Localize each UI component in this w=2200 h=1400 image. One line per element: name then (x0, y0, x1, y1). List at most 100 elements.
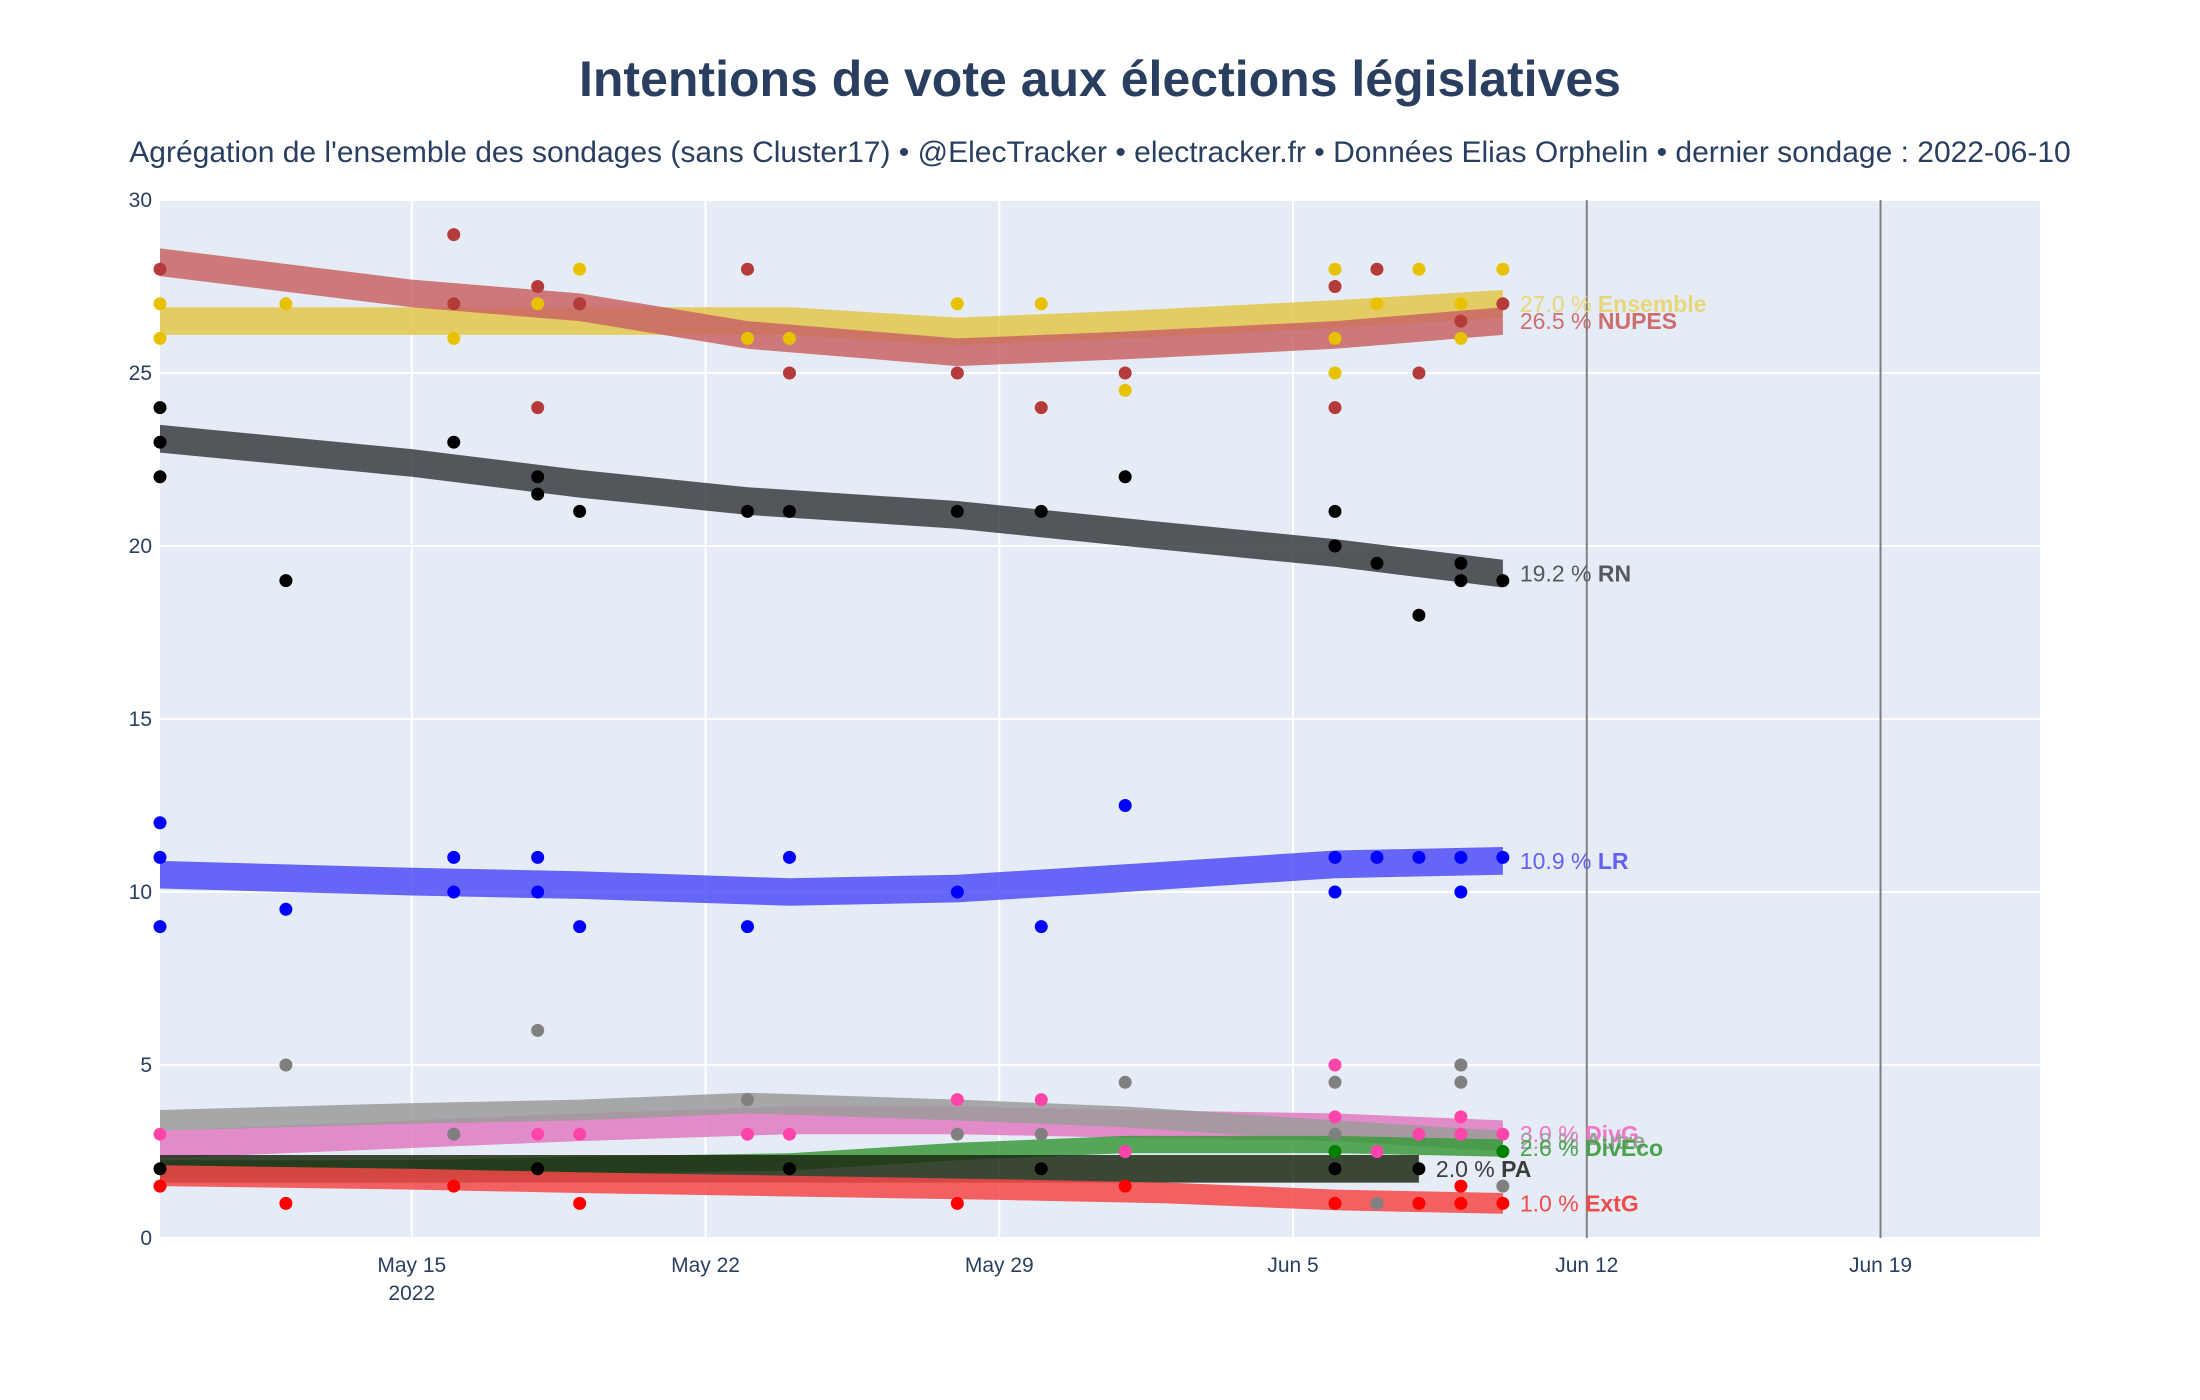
end-label-value: 10.9 % (1520, 848, 1598, 874)
poll-point-extg (1328, 1196, 1342, 1210)
poll-point-pa (1412, 1162, 1426, 1176)
poll-point-ensemble (782, 331, 796, 345)
y-tick-label: 10 (129, 881, 152, 904)
end-label-value: 19.2 % (1520, 561, 1598, 587)
poll-point-nupes (782, 366, 796, 380)
poll-point-ensemble (1496, 262, 1510, 276)
poll-point-ensemble (1328, 262, 1342, 276)
poll-point-autre (531, 1023, 545, 1037)
poll-point-ensemble (447, 331, 461, 345)
poll-point-autre (1034, 1127, 1048, 1141)
poll-point-ensemble (1454, 297, 1468, 311)
x-tick-label: May 29 (965, 1254, 1034, 1277)
poll-point-extg (1118, 1179, 1132, 1193)
trend-band-rn (160, 424, 1503, 588)
end-label-divgauche: 3.0 % DivG (1520, 1121, 1639, 1147)
poll-point-lr (447, 885, 461, 899)
poll-point-lr (531, 885, 545, 899)
poll-point-lr (1118, 799, 1132, 812)
x-tick-label: Jun 19 (1849, 1254, 1912, 1277)
poll-point-nupes (1496, 297, 1510, 311)
poll-point-divgauche (1328, 1058, 1342, 1072)
poll-point-autre (1370, 1196, 1384, 1210)
poll-point-divgauche (573, 1127, 587, 1141)
poll-point-pa (153, 1162, 167, 1176)
poll-point-autre (1454, 1058, 1468, 1072)
x-tick-label: Jun 5 (1267, 1254, 1318, 1277)
poll-point-divgauche (1034, 1093, 1048, 1107)
poll-point-diveco (1496, 1145, 1510, 1158)
poll-point-nupes (531, 280, 545, 293)
y-axis-ticks: 0 5 10 15 20 25 30 (129, 189, 152, 1250)
poll-point-rn (531, 470, 545, 484)
poll-point-pa (531, 1162, 545, 1176)
end-label-diveco: 2.6 % DivEco (1520, 1135, 1663, 1161)
poll-point-ensemble (950, 297, 964, 311)
poll-point-ensemble (153, 297, 167, 311)
trend-band-lr (160, 847, 1503, 906)
end-label-value: 1.0 % (1520, 1190, 1585, 1216)
poll-point-autre (1496, 1179, 1510, 1193)
x-tick-label: May 15 (377, 1254, 446, 1277)
poll-point-ensemble (741, 331, 754, 345)
poll-point-autre (950, 1127, 964, 1141)
poll-point-ensemble (1454, 331, 1468, 345)
y-tick-label: 5 (140, 1054, 152, 1077)
poll-point-divgauche (950, 1093, 964, 1107)
poll-point-divgauche (1328, 1110, 1342, 1124)
poll-point-rn (153, 470, 167, 484)
poll-point-nupes (531, 401, 545, 415)
poll-point-autre (1118, 1075, 1132, 1089)
poll-point-extg (447, 1179, 461, 1193)
x-tick-sublabel: 2022 (388, 1282, 435, 1305)
poll-point-lr (1034, 920, 1048, 934)
end-label-value: 2.8 % (1520, 1128, 1585, 1154)
poll-point-divgauche (531, 1127, 545, 1141)
poll-point-rn (1454, 556, 1468, 570)
poll-point-nupes (1454, 314, 1468, 328)
poll-point-extg (1454, 1179, 1468, 1193)
poll-point-lr (1370, 850, 1384, 864)
end-label-value: 27.0 % (1520, 291, 1598, 317)
poll-point-divgauche (741, 1127, 754, 1141)
poll-point-rn (1370, 556, 1384, 570)
poll-point-rn (279, 574, 293, 588)
poll-point-rn (782, 504, 796, 518)
end-label-rn: 19.2 % RN (1520, 561, 1631, 587)
poll-point-extg (1496, 1196, 1510, 1210)
poll-point-nupes (1118, 366, 1132, 380)
poll-point-autre (1328, 1075, 1342, 1089)
end-label-value: 2.6 % (1520, 1135, 1585, 1161)
poll-point-rn (1412, 608, 1426, 622)
x-axis-ticks: May 15 2022 May 22 May 29 Jun 5 Jun 12 Jun 19 (377, 1254, 1912, 1305)
poll-point-nupes (573, 297, 587, 311)
y-tick-label: 15 (129, 708, 152, 731)
poll-point-nupes (1034, 401, 1048, 415)
poll-point-rn (573, 504, 587, 518)
poll-points (153, 228, 1510, 1210)
poll-point-divgauche (782, 1127, 796, 1141)
end-label-ensemble: 27.0 % Ensemble (1520, 291, 1707, 317)
poll-point-ensemble (1118, 383, 1132, 397)
poll-point-pa (1034, 1162, 1048, 1176)
poll-point-divgauche (1454, 1127, 1468, 1141)
poll-point-nupes (447, 297, 461, 311)
poll-point-ensemble (279, 297, 293, 311)
poll-point-divgauche (1496, 1127, 1510, 1141)
poll-point-lr (1328, 850, 1342, 864)
poll-point-autre (279, 1058, 293, 1072)
poll-point-lr (1454, 885, 1468, 899)
y-tick-label: 25 (129, 362, 152, 385)
end-label-name: DivEco (1585, 1135, 1663, 1161)
poll-point-autre (741, 1093, 754, 1107)
poll-point-rn (1496, 574, 1510, 588)
poll-point-divgauche (1412, 1127, 1426, 1141)
poll-point-lr (1328, 885, 1342, 899)
end-label-name: Ensemble (1598, 291, 1707, 317)
poll-point-rn (153, 401, 167, 415)
poll-point-lr (447, 850, 461, 864)
poll-point-rn (1328, 539, 1342, 553)
poll-point-lr (1412, 850, 1426, 864)
